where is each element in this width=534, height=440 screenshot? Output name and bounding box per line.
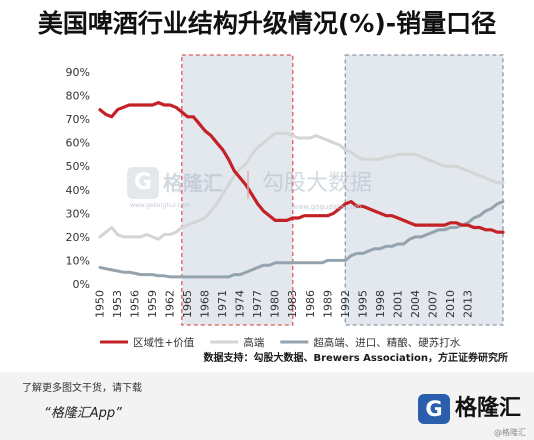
y-tick-label: 50% — [66, 160, 90, 173]
x-tick-label: 2010 — [444, 290, 457, 318]
legend-label-super-premium-import-craft-hard-seltzer: 超高端、进口、精酿、硬苏打水 — [313, 336, 460, 349]
series-lines — [98, 100, 505, 279]
x-tick-label: 1992 — [339, 290, 352, 318]
highlight-period-1964-1983 — [181, 54, 294, 326]
legend-label-regional-value: 区域性+价值 — [133, 336, 195, 349]
x-tick-label: 1971 — [216, 290, 229, 318]
y-tick-label: 40% — [66, 184, 90, 197]
line-chart: 0%10%20%30%40%50%60%70%80%90% 1950 1953 19… — [66, 54, 505, 349]
x-tick-label: 1998 — [374, 290, 387, 318]
x-tick-label: 1950 — [94, 290, 107, 318]
footer-app-name: “格隆汇App” — [44, 406, 122, 421]
x-tick-label: 1980 — [269, 290, 282, 318]
gelonghui-logo-text: 格隆汇 — [455, 396, 522, 421]
x-tick-label: 1959 — [146, 290, 159, 318]
x-tick-label: 1974 — [234, 290, 247, 318]
x-axis-tick-labels: 1950 1953 1956 1959 1962 1965 1968 1971 1974 1977… — [94, 290, 475, 318]
x-tick-label: 1989 — [321, 290, 334, 318]
gelonghui-logo-icon: G — [418, 394, 450, 424]
y-tick-label: 30% — [66, 207, 90, 220]
series-line-regional-value — [98, 100, 505, 234]
x-tick-label: 1983 — [286, 290, 299, 318]
x-tick-label: 1977 — [251, 290, 264, 318]
series-line-super-premium-import-craft-hard-seltzer — [98, 200, 505, 279]
x-tick-label: 1956 — [129, 290, 142, 318]
y-tick-label: 20% — [66, 231, 90, 244]
x-tick-label: 2001 — [391, 290, 404, 318]
footer-promo-text: 了解更多图文干货，请下载 — [22, 383, 142, 394]
chart-title: 美国啤酒行业结构升级情况(%)-销量口径 — [37, 9, 497, 38]
y-tick-label: 70% — [66, 113, 90, 126]
x-tick-label: 1965 — [181, 290, 194, 318]
x-tick-label: 2004 — [409, 290, 422, 318]
x-tick-label: 2007 — [426, 290, 439, 318]
y-tick-label: 60% — [66, 137, 90, 150]
x-tick-label: 1953 — [111, 290, 124, 318]
footer-handle: @格隆汇 — [494, 428, 526, 437]
series-line-premium — [98, 131, 505, 241]
footer-banner: 了解更多图文干货，请下载 “格隆汇App” G 格隆汇 @格隆汇 — [0, 372, 534, 440]
legend: 区域性+价值 高端 超高端、进口、精酿、硬苏打水 — [100, 336, 461, 349]
legend-label-premium: 高端 — [243, 336, 264, 349]
y-tick-label: 90% — [66, 66, 90, 79]
y-tick-label: 80% — [66, 90, 90, 103]
x-tick-label: 2013 — [462, 290, 475, 318]
highlight-period-1992-2019 — [344, 54, 504, 326]
y-tick-label: 10% — [66, 254, 90, 267]
x-tick-label: 1986 — [304, 290, 317, 318]
y-axis-tick-labels: 0% 10% 20% 30% 40% 50% 60% 70% 80% 90% — [66, 66, 90, 291]
data-source-note: 数据支持：勾股大数据、Brewers Association，方正证券研究所 — [203, 353, 508, 364]
x-tick-label: 1962 — [164, 290, 177, 318]
x-tick-label: 1995 — [356, 290, 369, 318]
y-tick-label: 0% — [73, 278, 90, 291]
highlight-periods — [181, 54, 504, 326]
x-tick-label: 1968 — [199, 290, 212, 318]
